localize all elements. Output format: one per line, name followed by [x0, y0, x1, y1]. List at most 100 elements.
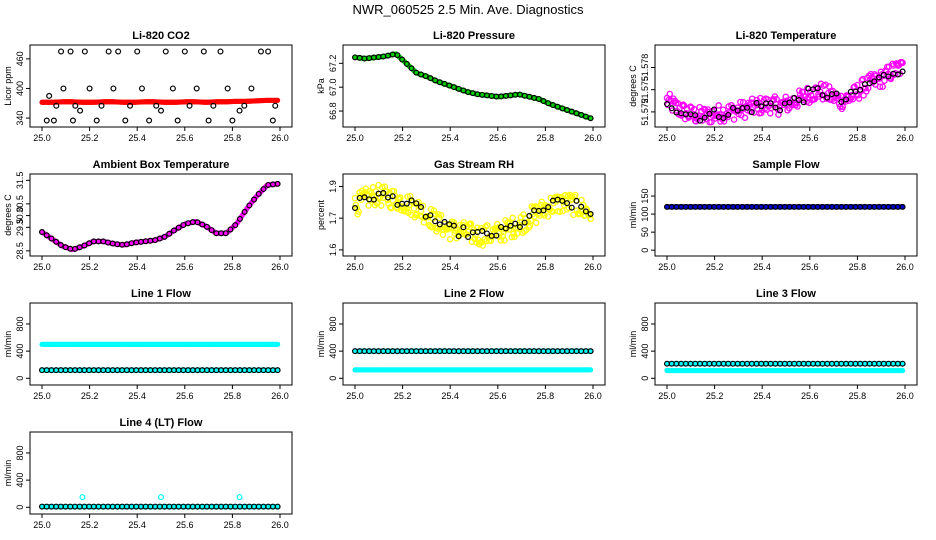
data-point [138, 85, 145, 92]
x-tick-label: 25.2 [81, 133, 99, 143]
data-point [474, 224, 481, 231]
x-tick-label: 25.4 [128, 391, 146, 401]
data-point [53, 238, 60, 245]
data-point [708, 118, 715, 126]
chart-co2: Li-820 CO2 25.0 25.2 25.4 25.6 25.8 26.0 340 400… [3, 30, 293, 143]
data-point [680, 101, 687, 108]
data-point [854, 81, 861, 89]
data-point [110, 85, 117, 92]
plot-frame [342, 302, 606, 386]
y-tick-label: 67.0 [328, 78, 338, 96]
data-point [521, 219, 528, 226]
data-point [241, 102, 248, 109]
y-tick-label: 29.5 [15, 219, 25, 237]
x-tick-label: 25.2 [81, 520, 99, 530]
plot-frame [29, 44, 293, 128]
x-tick-label: 26.0 [896, 391, 914, 401]
chart-title: Ambient Box Temperature [93, 159, 230, 171]
data-point [730, 116, 738, 123]
data-point [81, 48, 88, 55]
data-point [194, 219, 201, 226]
x-tick-label: 25.6 [176, 262, 194, 272]
data-point [702, 115, 710, 123]
plot-area [38, 494, 281, 510]
data-point [361, 194, 368, 201]
x-tick-label: 25.0 [658, 391, 676, 401]
data-point [540, 98, 547, 105]
data-point [413, 200, 420, 207]
data-point [508, 233, 516, 241]
x-tick-label: 25.4 [441, 133, 459, 143]
data-point [86, 85, 93, 92]
data-point [578, 196, 585, 204]
plot-area [663, 58, 906, 126]
x-tick-label: 25.8 [849, 133, 867, 143]
data-point [260, 186, 267, 193]
data-point [79, 494, 86, 501]
data-point [153, 102, 160, 109]
data-point [512, 220, 519, 227]
data-point [450, 222, 457, 229]
x-tick-label: 25.6 [176, 391, 194, 401]
data-point [535, 95, 542, 102]
plot-area [38, 180, 281, 253]
x-tick-label: 26.0 [896, 262, 914, 272]
x-tick-label: 25.0 [346, 133, 364, 143]
data-point [819, 92, 826, 99]
data-point [200, 48, 207, 55]
x-tick-label: 25.0 [346, 391, 364, 401]
series-1 [352, 367, 594, 373]
data-point [360, 191, 368, 199]
x-tick-label: 25.2 [394, 133, 412, 143]
data-point [862, 84, 869, 92]
data-point [791, 94, 798, 101]
data-point [587, 348, 594, 355]
y-tick-label: 31.5 [15, 172, 25, 190]
y-tick-label: 30.5 [15, 195, 25, 213]
data-point [98, 102, 105, 109]
data-point [58, 48, 65, 55]
y-axis-label: ml/min [628, 202, 638, 229]
x-tick-label: 25.4 [128, 133, 146, 143]
x-tick-label: 25.6 [176, 133, 194, 143]
data-point [811, 95, 818, 103]
x-tick-label: 25.0 [346, 262, 364, 272]
y-tick-label: 51.578 [640, 54, 650, 82]
y-axis-label: degrees C [3, 194, 13, 236]
y-tick-label: 1.7 [328, 212, 338, 225]
series-2 [663, 360, 906, 367]
data-point [355, 208, 362, 215]
x-tick-label: 25.0 [658, 262, 676, 272]
series-0 [39, 341, 281, 347]
chart-sampleflow: Sample Flow 25.0 25.2 25.4 25.6 25.8 26.0 0 50 10… [628, 159, 918, 272]
data-point [588, 115, 594, 121]
data-point [161, 233, 168, 240]
chart-temperature: Li-820 Temperature 25.0 25.2 25.4 25.6 25.8 26… [628, 30, 918, 143]
data-point [404, 193, 411, 200]
data-point [436, 221, 443, 228]
data-point [509, 214, 516, 222]
data-point [777, 107, 784, 114]
data-point [77, 107, 84, 114]
data-point [479, 228, 486, 235]
data-point [389, 193, 396, 200]
data-point [588, 348, 594, 354]
data-point [352, 205, 359, 212]
x-tick-label: 25.4 [128, 520, 146, 530]
y-tick-label: 400 [640, 344, 650, 359]
data-point [170, 227, 177, 234]
x-tick-label: 25.6 [489, 262, 507, 272]
data-point [900, 204, 906, 210]
series-0 [351, 181, 594, 249]
series-2 [38, 367, 281, 374]
data-point [885, 73, 892, 80]
chart-line1: Line 1 Flow 25.0 25.2 25.4 25.6 25.8 26.0 0 400 8… [3, 288, 293, 401]
data-point [899, 203, 906, 210]
series-2 [352, 348, 594, 355]
y-tick-label: 30.0 [15, 207, 25, 225]
x-tick-label: 25.2 [81, 262, 99, 272]
page-title: NWR_060525 2.5 Min. Ave. Diagnostics [352, 2, 584, 17]
data-point [208, 227, 215, 234]
chart-line2: Line 2 Flow 25.0 25.2 25.4 25.6 25.8 26.0 0 400 8… [316, 288, 606, 401]
data-point [881, 77, 888, 84]
